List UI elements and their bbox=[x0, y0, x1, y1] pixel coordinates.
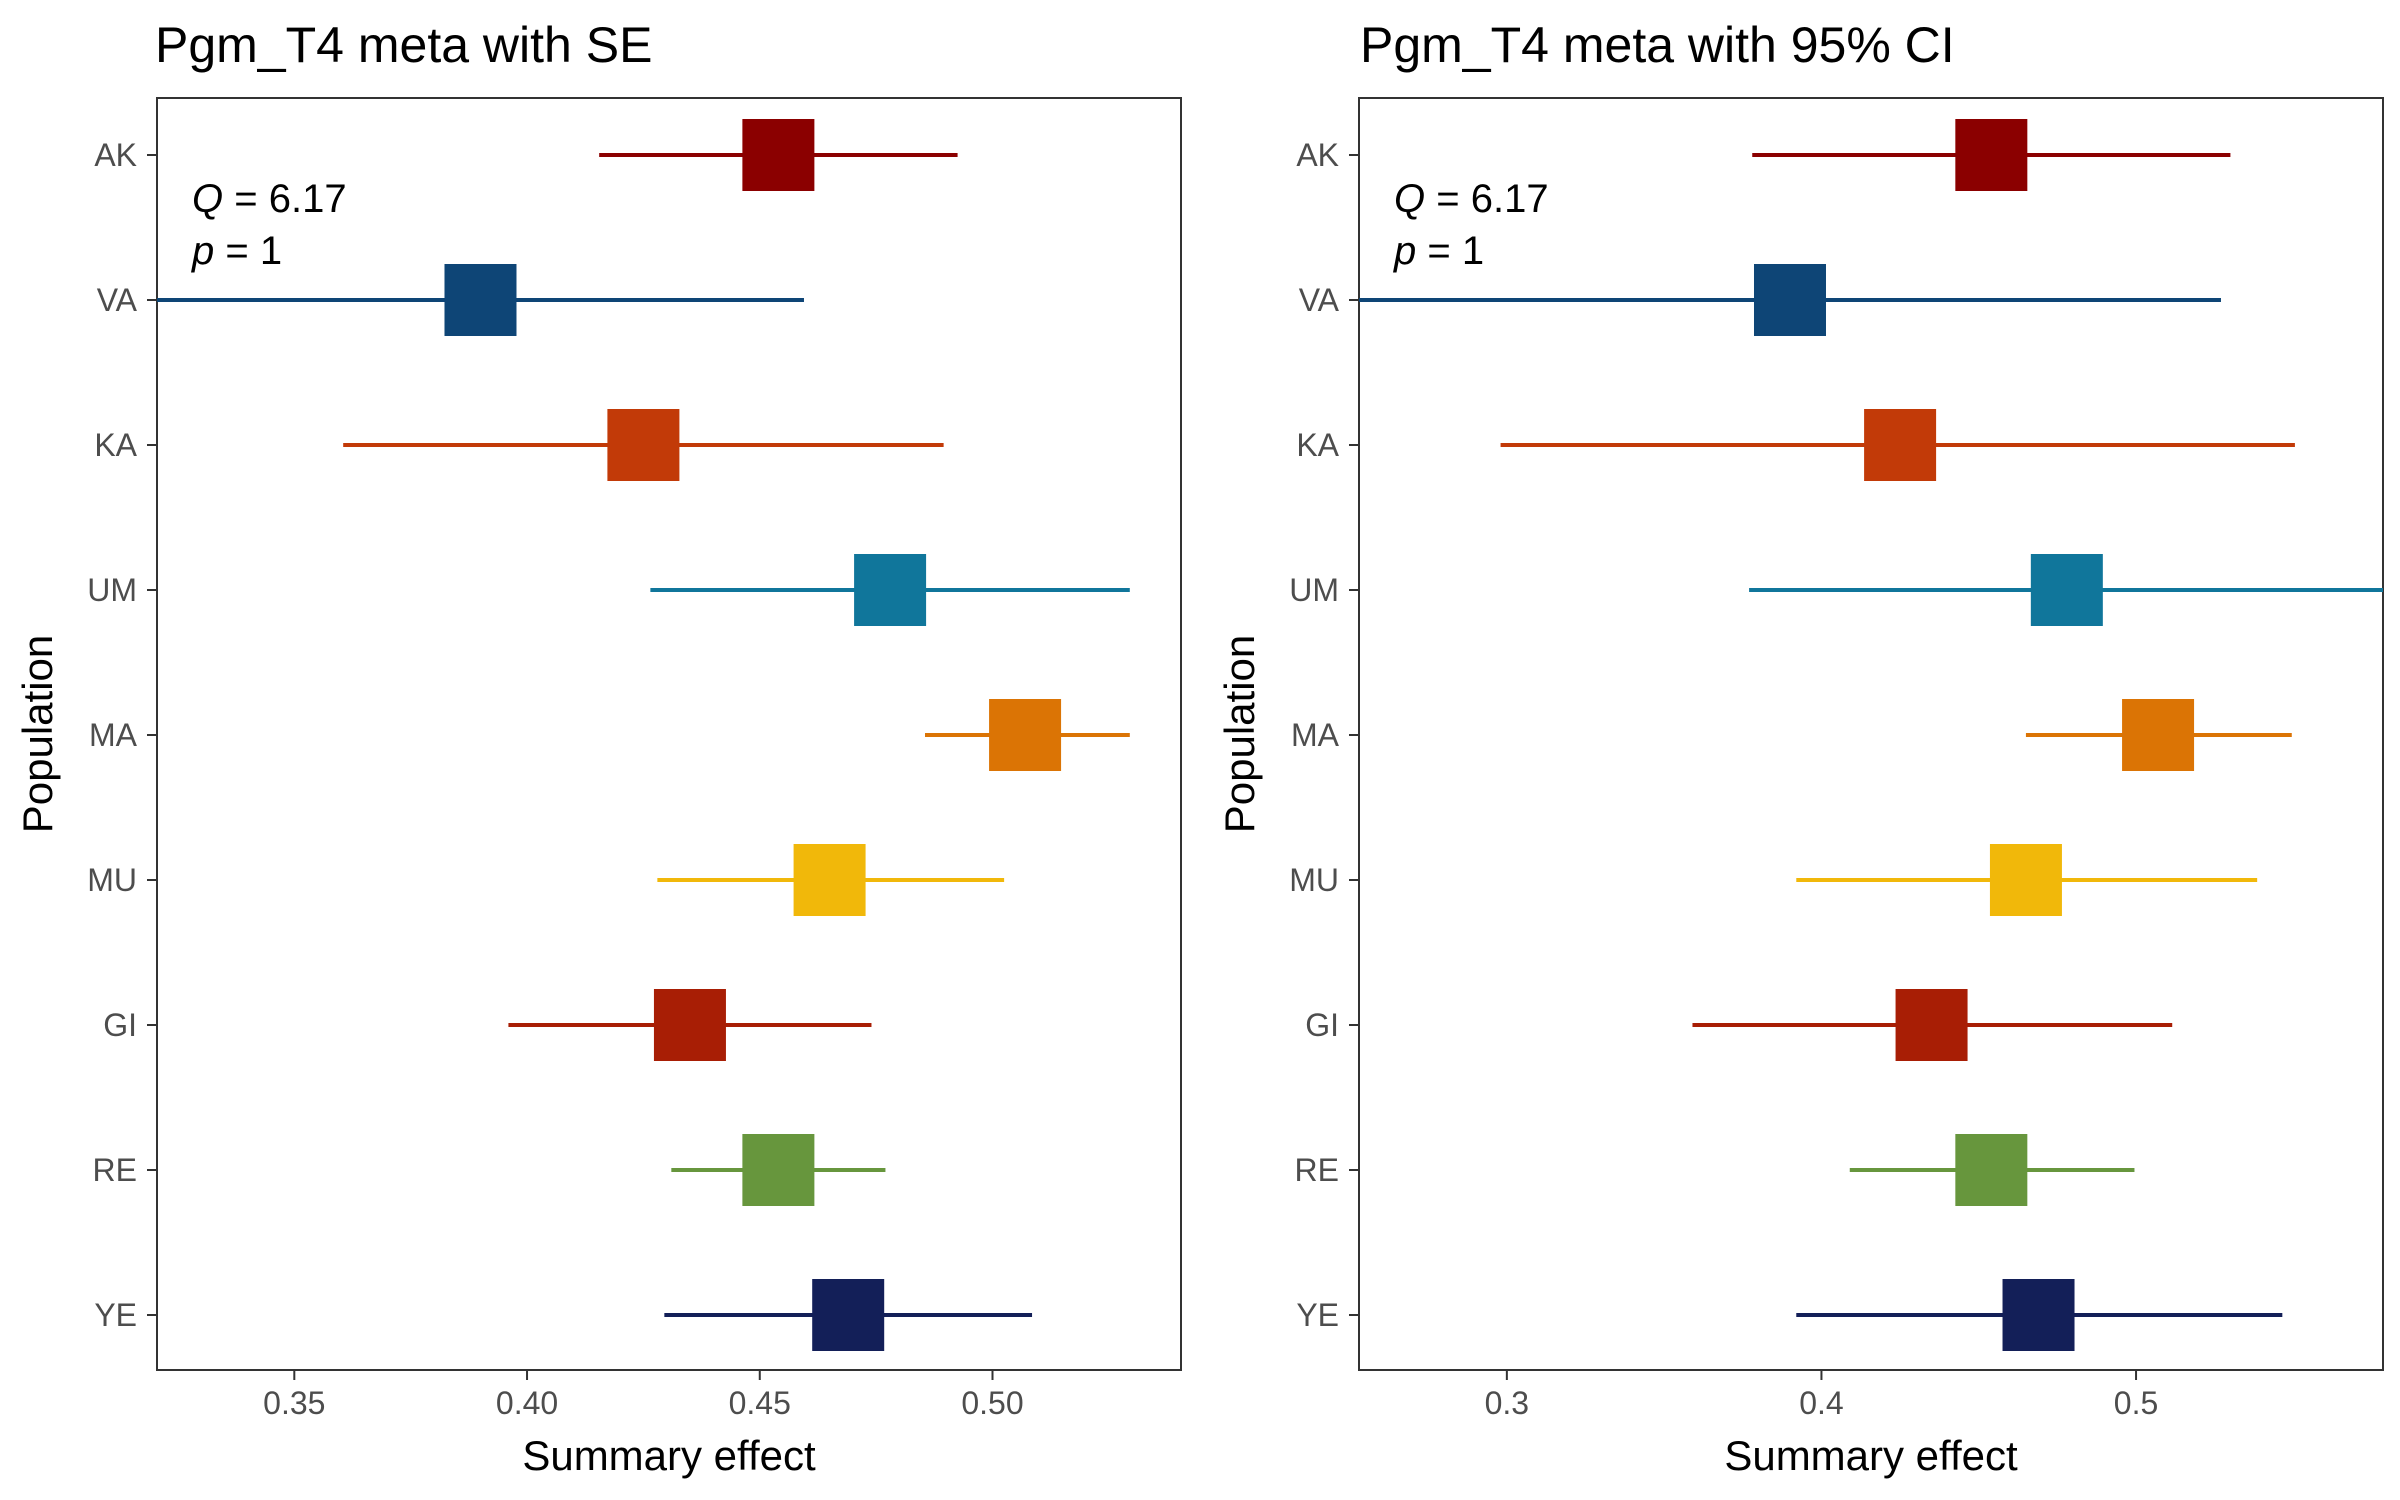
y-tick-label: MA bbox=[89, 717, 138, 753]
q-equals: = bbox=[1425, 177, 1471, 221]
q-statistic: Q = 6.17 bbox=[192, 177, 347, 221]
effect-box-ak bbox=[1955, 119, 2028, 191]
y-tick-label: YE bbox=[1296, 1297, 1339, 1333]
q-statistic: Q = 6.17 bbox=[1394, 177, 1549, 221]
x-tick-label: 0.3 bbox=[1485, 1385, 1529, 1421]
y-tick-label: RE bbox=[93, 1152, 137, 1188]
x-tick-label: 0.40 bbox=[496, 1385, 558, 1421]
chart-title: Pgm_T4 meta with 95% CI bbox=[1360, 17, 1955, 73]
effect-box-ka bbox=[607, 409, 680, 481]
p-equals: = bbox=[214, 229, 260, 273]
y-tick-label: GI bbox=[103, 1007, 137, 1043]
q-equals: = bbox=[223, 177, 269, 221]
y-tick-label: AK bbox=[1296, 137, 1339, 173]
q-label: Q bbox=[1394, 177, 1425, 221]
y-tick-label: MU bbox=[87, 862, 137, 898]
chart-title: Pgm_T4 meta with SE bbox=[155, 17, 652, 73]
p-label: p bbox=[191, 229, 214, 273]
x-tick-label: 0.5 bbox=[2114, 1385, 2158, 1421]
y-tick-label: KA bbox=[1296, 427, 1339, 463]
panel-1: Pgm_T4 meta with SE AK VA KA UM MA MU GI RE YE 0.3… bbox=[14, 17, 1182, 1479]
effect-box-va bbox=[444, 264, 517, 336]
q-value: 6.17 bbox=[1471, 177, 1549, 221]
y-tick-label: AK bbox=[94, 137, 137, 173]
effect-box-um bbox=[2030, 554, 2103, 626]
effect-box-re bbox=[1955, 1134, 2028, 1206]
y-tick-label: KA bbox=[94, 427, 137, 463]
x-tick-label: 0.45 bbox=[729, 1385, 791, 1421]
p-value: p = 1 bbox=[1393, 229, 1484, 273]
x-tick-label: 0.50 bbox=[961, 1385, 1023, 1421]
y-tick-label: MA bbox=[1291, 717, 1340, 753]
effect-box-um bbox=[854, 554, 927, 626]
q-label: Q bbox=[192, 177, 223, 221]
y-tick-label: YE bbox=[94, 1297, 137, 1333]
y-axis-title: Population bbox=[1216, 635, 1263, 834]
effect-box-ma bbox=[2122, 699, 2195, 771]
p-equals: = bbox=[1416, 229, 1462, 273]
y-tick-label: GI bbox=[1305, 1007, 1339, 1043]
effect-box-ak bbox=[742, 119, 815, 191]
panel-2: Pgm_T4 meta with 95% CI AK VA KA UM MA MU GI RE Y… bbox=[1216, 17, 2384, 1479]
effect-box-re bbox=[742, 1134, 815, 1206]
y-tick-label: MU bbox=[1289, 862, 1339, 898]
effect-box-ka bbox=[1864, 409, 1937, 481]
x-tick-label: 0.4 bbox=[1799, 1385, 1843, 1421]
p-value: p = 1 bbox=[191, 229, 282, 273]
y-tick-label: UM bbox=[87, 572, 137, 608]
effect-box-gi bbox=[1895, 989, 1968, 1061]
x-axis-title: Summary effect bbox=[1724, 1432, 2018, 1479]
effect-box-ye bbox=[812, 1279, 885, 1351]
y-tick-label: RE bbox=[1295, 1152, 1339, 1188]
effect-box-mu bbox=[1989, 844, 2062, 916]
y-tick-label: UM bbox=[1289, 572, 1339, 608]
effect-box-ye bbox=[2002, 1279, 2075, 1351]
y-tick-label: VA bbox=[1299, 282, 1340, 318]
effect-box-ma bbox=[989, 699, 1062, 771]
p-label: p bbox=[1393, 229, 1416, 273]
effect-box-mu bbox=[793, 844, 866, 916]
y-axis-title: Population bbox=[14, 635, 61, 834]
x-tick-label: 0.35 bbox=[263, 1385, 325, 1421]
effect-box-va bbox=[1753, 264, 1826, 336]
y-tick-label: VA bbox=[97, 282, 138, 318]
x-axis-title: Summary effect bbox=[522, 1432, 816, 1479]
q-value: 6.17 bbox=[269, 177, 347, 221]
p-number: 1 bbox=[260, 229, 282, 273]
effect-box-gi bbox=[653, 989, 726, 1061]
p-number: 1 bbox=[1462, 229, 1484, 273]
